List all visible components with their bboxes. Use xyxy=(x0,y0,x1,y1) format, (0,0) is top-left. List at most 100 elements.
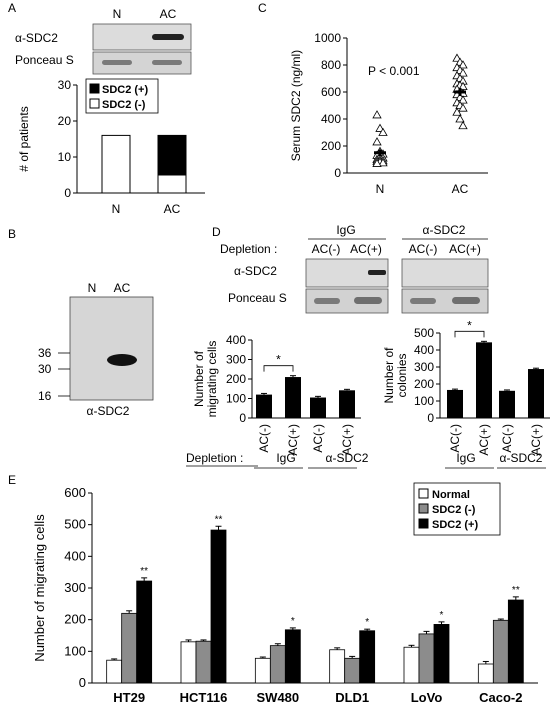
chart-d-migration-y-tick-label: 300 xyxy=(226,353,246,367)
chart-a-x-tick-label: N xyxy=(112,202,121,216)
chart-c-y-tick-label: 1000 xyxy=(314,31,341,45)
chart-d-colonies-y-tick-label: 400 xyxy=(414,343,434,357)
chart-d-colonies-y-tick-label: 100 xyxy=(414,394,434,408)
chart-e-sig-label: ** xyxy=(140,566,148,577)
chart-e-y-tick-label: 500 xyxy=(64,517,86,532)
chart-e-bar xyxy=(492,619,509,684)
chart-e-bar xyxy=(344,657,361,684)
d-cond-4: AC(+) xyxy=(449,242,481,256)
chart-d-migration-y-tick-label: 100 xyxy=(226,392,246,406)
chart-d-colonies-y-tick-label: 300 xyxy=(414,360,434,374)
chart-e-bar xyxy=(329,649,346,684)
chart-e-x-tick-label: SW480 xyxy=(257,690,300,705)
chart-d-colonies-x-tick-label: AC(+) xyxy=(477,424,491,456)
panel-e: E 0 100 200 300 400 500 600 Number of migrating… xyxy=(8,473,538,705)
d-cond-2: AC(+) xyxy=(350,242,382,256)
panel-label-d: D xyxy=(212,225,221,239)
blot-b-band-ac xyxy=(107,354,137,366)
blot-row-label-sdc2: α-SDC2 xyxy=(15,31,58,45)
chart-a-y-tick-label: 10 xyxy=(58,150,72,164)
chart-d-migration-x-tick-label: AC(+) xyxy=(286,424,300,456)
d-cond-1: AC(-) xyxy=(312,242,341,256)
chart-e-bar xyxy=(418,633,435,684)
chart-d-migration-bar xyxy=(285,377,301,418)
chart-e-bar xyxy=(433,624,450,684)
d-x-group-sdc2-1: α-SDC2 xyxy=(326,451,369,465)
chart-d-colonies-sig-bracket xyxy=(454,330,485,338)
panel-a: A N AC α-SDC2 Ponceau S 0 10 20 30 # of pati… xyxy=(8,1,205,216)
chart-c-point xyxy=(458,120,468,130)
chart-d-migration-bar xyxy=(339,390,355,418)
chart-d-colonies-sig-label: * xyxy=(467,318,472,332)
chart-c-point xyxy=(378,127,388,136)
chart-c-point xyxy=(452,107,462,116)
chart-a-x-tick-label: AC xyxy=(164,202,181,216)
chart-c-point xyxy=(372,110,382,119)
chart-d-colonies-y-tick-label: 500 xyxy=(414,326,434,340)
blot-b-lane-label-ac: AC xyxy=(114,281,131,295)
chart-a-y-label: # of patients xyxy=(17,106,31,171)
d-blot-sdc2-sdc2 xyxy=(401,258,489,288)
chart-a-legend-label: SDC2 (+) xyxy=(102,84,148,96)
chart-e-bar xyxy=(477,663,494,684)
chart-e-bar xyxy=(359,630,376,684)
chart-e-x-tick-label: DLD1 xyxy=(335,690,369,705)
chart-e-bar xyxy=(403,646,420,684)
chart-a-y-tick-label: 0 xyxy=(64,186,71,200)
panel-label-c: C xyxy=(258,1,267,15)
p-value-label: P < 0.001 xyxy=(368,64,420,78)
chart-e-bar xyxy=(507,599,524,684)
chart-c-point xyxy=(458,60,468,69)
d-x-group-igg-1: IgG xyxy=(276,451,295,465)
chart-d-migration: 0 100 200 300 400 Number of migrating cells AC(… xyxy=(192,333,361,469)
chart-d-colonies-bar xyxy=(499,390,515,418)
chart-d-migration-x-tick-label: AC(+) xyxy=(340,424,354,456)
blot-b-lane-label-n: N xyxy=(88,281,97,295)
chart-e-bar xyxy=(121,612,138,684)
chart-e: 0 100 200 300 400 500 600 Number of migrating c… xyxy=(32,482,538,705)
chart-c: 0 200 400 600 800 1000 Serum SDC2 (ng/ml) N AC xyxy=(289,31,488,196)
d-x-group-igg-2: IgG xyxy=(456,451,475,465)
d-depletion-label: Depletion : xyxy=(220,242,277,256)
panel-label-e: E xyxy=(8,473,16,487)
chart-e-bar xyxy=(195,640,212,684)
chart-e-y-tick-label: 400 xyxy=(64,548,86,563)
chart-e-legend-label: SDC2 (-) xyxy=(432,504,476,516)
chart-d-migration-y-label: migrating cells xyxy=(205,341,219,418)
chart-c-point xyxy=(372,158,382,167)
d-blot-igg-sdc2-band xyxy=(368,270,386,275)
chart-c-y-tick-label: 400 xyxy=(321,112,341,126)
chart-e-x-tick-label: HT29 xyxy=(113,690,145,705)
chart-c-y-tick-label: 800 xyxy=(321,58,341,72)
marker-label-36: 36 xyxy=(38,346,52,360)
chart-e-bar xyxy=(106,659,123,684)
chart-d-colonies-x-tick-label: AC(-) xyxy=(500,424,514,453)
chart-e-sig-label: * xyxy=(440,610,444,621)
chart-e-sig-label: ** xyxy=(215,514,223,525)
blot-ponceau-band-ac xyxy=(152,60,182,65)
chart-a-legend-label: SDC2 (-) xyxy=(102,99,146,111)
chart-e-y-label: Number of migrating cells xyxy=(32,514,47,662)
chart-e-y-tick-label: 300 xyxy=(64,580,86,595)
panel-c: C P < 0.001 0 200 400 600 800 1000 Serum SDC2 … xyxy=(258,1,488,196)
panel-label-a: A xyxy=(8,1,16,15)
chart-e-y-tick-label: 600 xyxy=(64,485,86,500)
chart-d-migration-sig-bracket xyxy=(263,365,294,372)
chart-d-migration-bar xyxy=(256,394,272,418)
blot-row-label-ponceau: Ponceau S xyxy=(15,53,74,67)
chart-a-bar xyxy=(157,174,187,194)
marker-label-16: 16 xyxy=(38,389,52,403)
chart-c-y-tick-label: 600 xyxy=(321,85,341,99)
d-blot-sdc2-ponceau-band-1 xyxy=(410,298,436,304)
chart-e-legend-swatch xyxy=(418,518,429,529)
panel-b: B N AC 36 30 16 α-SDC2 xyxy=(8,227,154,418)
chart-a-bar xyxy=(101,134,131,194)
chart-c-y-tick-label: 0 xyxy=(334,166,341,180)
chart-d-colonies-bar xyxy=(476,342,492,418)
marker-label-30: 30 xyxy=(38,362,52,376)
chart-d-colonies-x-tick-label: AC(+) xyxy=(529,424,543,456)
chart-c-point xyxy=(458,103,468,112)
chart-d-colonies-y-tick-label: 0 xyxy=(427,411,434,425)
chart-e-y-tick-label: 200 xyxy=(64,612,86,627)
chart-c-y-tick-label: 200 xyxy=(321,139,341,153)
